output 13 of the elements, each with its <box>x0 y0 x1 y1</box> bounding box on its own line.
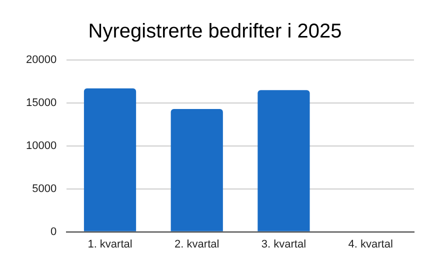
x-tick-label: 1. kvartal <box>88 238 132 250</box>
bar <box>84 88 136 232</box>
x-tick-label: 2. kvartal <box>174 238 220 250</box>
chart-title: Nyregistrerte bedrifter i 2025 <box>88 20 342 43</box>
y-tick-label: 15000 <box>26 96 57 109</box>
x-tick-label: 3. kvartal <box>261 238 306 250</box>
y-tick-label: 20000 <box>26 54 57 66</box>
y-tick-label: 5000 <box>32 182 57 195</box>
x-tick-label: 4. kvartal <box>348 238 393 250</box>
y-tick-label: 10000 <box>26 140 57 152</box>
bar <box>170 108 223 232</box>
bar <box>258 90 310 232</box>
y-tick-label: 0 <box>50 226 57 238</box>
